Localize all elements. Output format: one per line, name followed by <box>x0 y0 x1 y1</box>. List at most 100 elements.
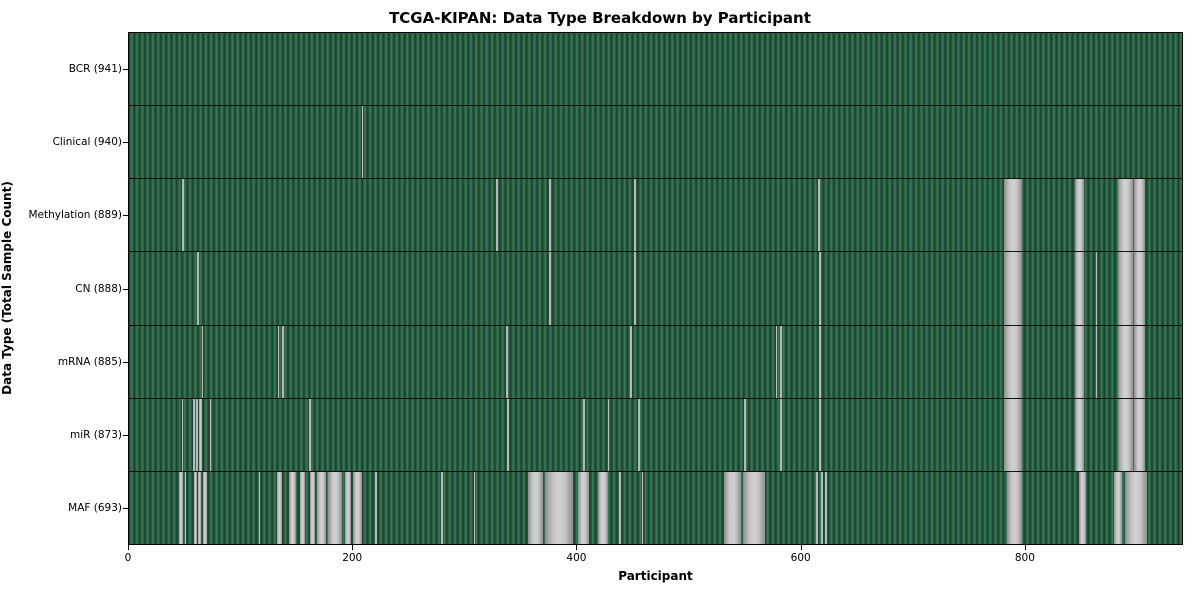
absent-stripe <box>1004 179 1022 252</box>
absent-stripe <box>744 398 746 471</box>
absent-stripe <box>282 325 284 398</box>
absent-stripe <box>1074 179 1084 252</box>
absent-stripe <box>276 471 283 544</box>
absent-stripe <box>1133 398 1146 471</box>
absent-stripe <box>1095 252 1098 325</box>
absent-stripe <box>507 398 509 471</box>
ytick-mark <box>123 141 128 143</box>
absent-stripe <box>198 471 201 544</box>
absent-stripe <box>528 471 544 544</box>
chart-title: TCGA-KIPAN: Data Type Breakdown by Parti… <box>389 9 811 27</box>
xtick-label: 0 <box>124 552 132 564</box>
absent-stripe <box>780 325 782 398</box>
ytick-label: Methylation (889) <box>28 209 122 222</box>
absent-stripe <box>1118 252 1133 325</box>
xtick-mark <box>576 545 578 550</box>
absent-stripe <box>548 252 551 325</box>
ytick-label: MAF (693) <box>68 502 122 515</box>
xtick-mark <box>1024 545 1026 550</box>
absent-stripe <box>199 398 202 471</box>
absent-stripe <box>201 325 204 398</box>
absent-stripe <box>638 398 640 471</box>
absent-stripe <box>496 179 498 252</box>
absent-stripe <box>597 471 608 544</box>
absent-stripe <box>548 179 551 252</box>
absent-stripe <box>1133 179 1146 252</box>
ytick-mark <box>123 215 128 217</box>
absent-stripe <box>277 325 280 398</box>
absent-stripe <box>641 471 643 544</box>
absent-stripe <box>506 325 508 398</box>
absent-stripe <box>361 106 364 179</box>
absent-stripe <box>192 398 196 471</box>
xtick-label: 200 <box>342 552 363 564</box>
absent-stripe <box>583 398 585 471</box>
absent-stripe <box>473 471 476 544</box>
absent-stripe <box>352 471 362 544</box>
absent-stripe <box>441 471 444 544</box>
absent-stripe <box>825 471 828 544</box>
plot-area: Present Absent <box>128 32 1183 545</box>
absent-stripe <box>607 398 610 471</box>
xtick-label: 600 <box>790 552 811 564</box>
absent-stripe <box>1133 325 1146 398</box>
absent-stripe <box>375 471 377 544</box>
absent-stripe <box>316 471 326 544</box>
absent-stripe <box>181 398 184 471</box>
absent-stripe <box>743 471 765 544</box>
absent-stripe <box>181 179 184 252</box>
ytick-mark <box>123 288 128 290</box>
heatmap-row-mrna <box>129 325 1182 399</box>
absent-stripe <box>816 471 819 544</box>
xtick-label: 800 <box>1014 552 1035 564</box>
heatmap-row-clinical <box>129 106 1182 180</box>
absent-stripe <box>1095 325 1098 398</box>
heatmap-row-mir <box>129 398 1182 472</box>
absent-stripe <box>196 398 198 471</box>
ytick-mark <box>123 361 128 363</box>
absent-stripe <box>300 471 305 544</box>
ytick-label: CN (888) <box>75 282 122 295</box>
absent-stripe <box>202 471 208 544</box>
ytick-label: miR (873) <box>69 429 122 442</box>
absent-stripe <box>819 325 821 398</box>
absent-stripe <box>1113 471 1122 544</box>
absent-stripe <box>633 179 636 252</box>
absent-stripe <box>1118 398 1133 471</box>
absent-stripe <box>1004 325 1022 398</box>
absent-stripe <box>633 252 636 325</box>
xtick-label: 400 <box>566 552 587 564</box>
x-axis-title: Participant <box>618 569 693 583</box>
absent-stripe <box>724 471 742 544</box>
absent-stripe <box>209 398 212 471</box>
absent-stripe <box>1133 252 1146 325</box>
ytick-mark <box>123 508 128 510</box>
absent-stripe <box>780 398 782 471</box>
absent-stripe <box>1074 398 1084 471</box>
absent-stripe <box>775 325 778 398</box>
absent-stripe <box>819 252 821 325</box>
xtick-mark <box>128 545 129 550</box>
absent-stripe <box>1118 325 1133 398</box>
ytick-label: Clinical (940) <box>52 135 122 148</box>
absent-stripe <box>328 471 342 544</box>
heatmap-row-cn <box>129 252 1182 326</box>
absent-stripe <box>1004 252 1022 325</box>
absent-stripe <box>1079 471 1086 544</box>
xtick-mark <box>800 545 802 550</box>
absent-stripe <box>184 471 187 544</box>
absent-stripe <box>1004 398 1022 471</box>
absent-stripe <box>197 252 200 325</box>
ytick-mark <box>123 435 128 437</box>
absent-stripe <box>630 325 632 398</box>
absent-stripe <box>1007 471 1022 544</box>
absent-stripe <box>619 471 621 544</box>
absent-stripe <box>820 471 823 544</box>
absent-stripe <box>818 179 820 252</box>
heatmap-row-bcr <box>129 33 1182 107</box>
absent-stripe <box>819 398 821 471</box>
absent-stripe <box>1124 471 1148 544</box>
absent-stripe <box>309 398 311 471</box>
xtick-mark <box>352 545 354 550</box>
heatmap-row-maf <box>129 471 1182 544</box>
